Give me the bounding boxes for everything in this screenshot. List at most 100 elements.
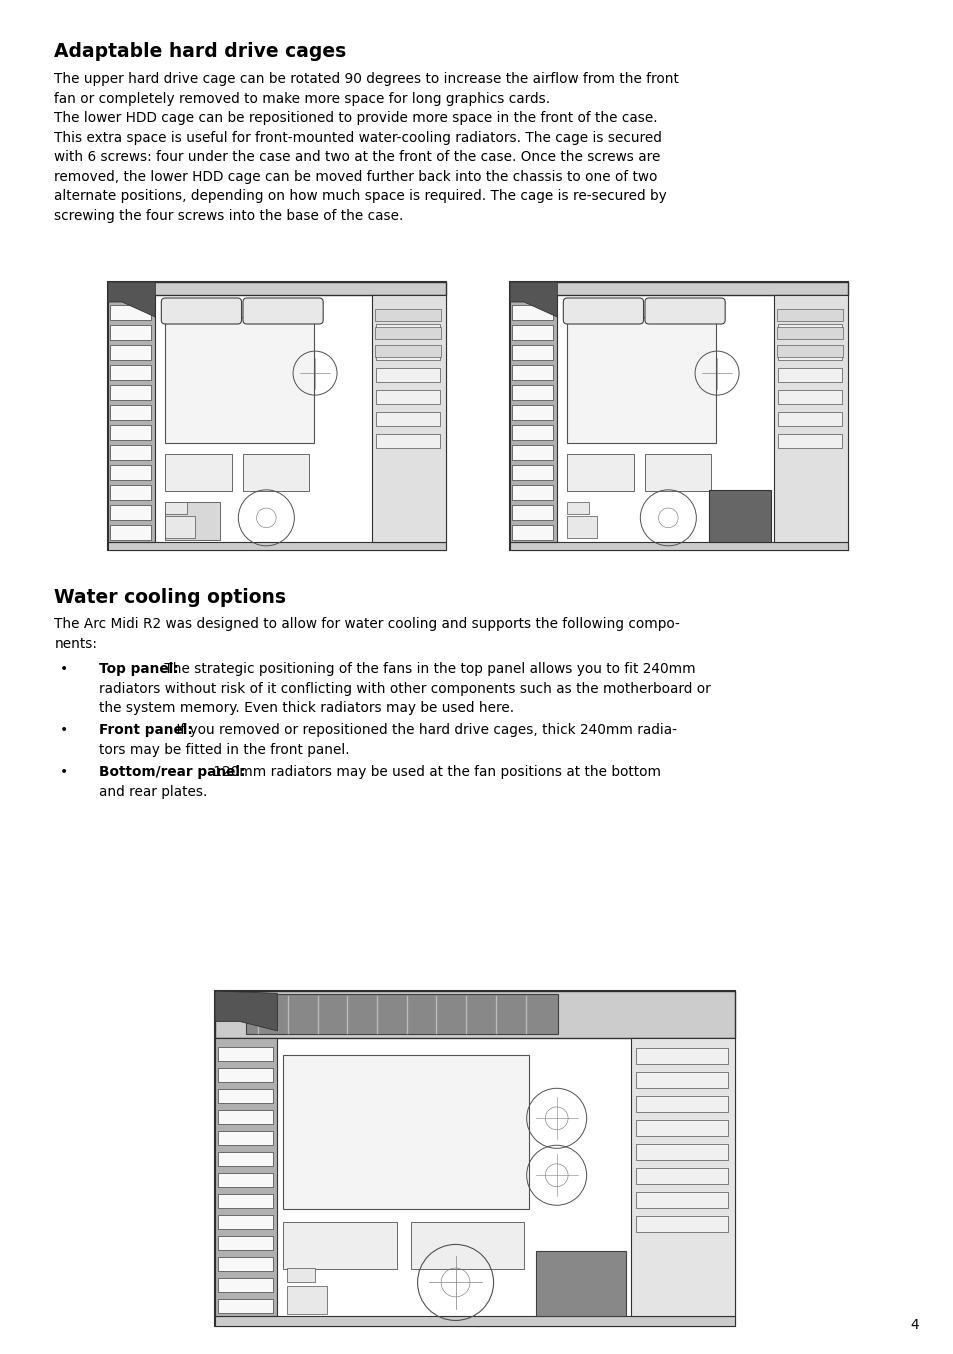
Text: Adaptable hard drive cages: Adaptable hard drive cages xyxy=(54,42,346,61)
Text: tors may be fitted in the front panel.: tors may be fitted in the front panel. xyxy=(99,743,350,757)
Polygon shape xyxy=(214,991,277,1030)
Bar xyxy=(567,502,589,515)
FancyBboxPatch shape xyxy=(644,298,724,324)
Bar xyxy=(218,1215,274,1229)
Bar xyxy=(512,345,553,360)
Bar xyxy=(512,485,553,500)
Bar xyxy=(110,485,152,500)
Text: 120mm radiators may be used at the fan positions at the bottom: 120mm radiators may be used at the fan p… xyxy=(209,765,660,780)
Bar xyxy=(776,328,842,338)
Text: radiators without risk of it conflicting with other components such as the mothe: radiators without risk of it conflicting… xyxy=(99,681,710,696)
Bar xyxy=(708,490,770,542)
Text: ❅: ❅ xyxy=(460,1298,493,1336)
Text: The strategic positioning of the fans in the top panel allows you to fit 240mm: The strategic positioning of the fans in… xyxy=(160,662,695,676)
Bar xyxy=(287,1267,315,1282)
Bar xyxy=(214,991,734,1326)
Text: removed, the lower HDD cage can be moved further back into the chassis to one of: removed, the lower HDD cage can be moved… xyxy=(54,169,657,184)
Bar xyxy=(108,282,446,550)
Bar xyxy=(218,1257,274,1271)
Bar xyxy=(777,435,841,448)
Bar xyxy=(110,405,152,420)
Bar xyxy=(510,282,847,295)
Text: •: • xyxy=(59,765,68,780)
Bar xyxy=(777,368,841,382)
Bar xyxy=(375,328,440,338)
Bar xyxy=(375,309,440,321)
Bar xyxy=(375,435,439,448)
Bar xyxy=(777,390,841,403)
Bar xyxy=(512,385,553,399)
Text: Top panel:: Top panel: xyxy=(99,662,179,676)
Bar xyxy=(636,1144,727,1160)
Bar xyxy=(512,366,553,380)
FancyBboxPatch shape xyxy=(243,298,323,324)
Bar xyxy=(636,1097,727,1112)
Bar xyxy=(214,1039,277,1316)
Bar xyxy=(512,325,553,340)
Bar xyxy=(110,385,152,399)
Bar xyxy=(283,1223,396,1269)
Bar xyxy=(165,516,195,538)
Bar xyxy=(375,347,439,360)
Bar xyxy=(246,994,558,1034)
Bar xyxy=(776,345,842,357)
Text: screwing the four screws into the base of the case.: screwing the four screws into the base o… xyxy=(54,209,403,222)
Bar xyxy=(636,1072,727,1089)
Bar xyxy=(165,502,220,540)
Bar xyxy=(512,445,553,460)
Bar xyxy=(777,347,841,360)
Bar xyxy=(218,1236,274,1250)
Text: and rear plates.: and rear plates. xyxy=(99,785,208,799)
Bar xyxy=(510,295,557,542)
Bar xyxy=(773,295,847,542)
Bar xyxy=(375,412,439,427)
Text: alternate positions, depending on how much space is required. The cage is re-sec: alternate positions, depending on how mu… xyxy=(54,190,666,203)
Bar xyxy=(630,1039,734,1316)
Bar xyxy=(165,317,314,443)
Bar xyxy=(512,525,553,540)
Bar xyxy=(218,1089,274,1104)
Bar xyxy=(510,542,847,550)
Bar xyxy=(636,1216,727,1232)
Bar xyxy=(512,425,553,440)
Bar xyxy=(218,1194,274,1208)
Bar xyxy=(283,1055,529,1209)
Bar xyxy=(110,325,152,340)
Text: The Arc Midi R2 was designed to allow for water cooling and supports the followi: The Arc Midi R2 was designed to allow fo… xyxy=(54,617,679,631)
Bar xyxy=(536,1251,625,1316)
Bar xyxy=(411,1223,524,1269)
Bar xyxy=(218,1068,274,1082)
Bar xyxy=(110,425,152,440)
Bar xyxy=(375,368,439,382)
FancyBboxPatch shape xyxy=(562,298,643,324)
Bar xyxy=(218,1298,274,1313)
Bar xyxy=(165,454,232,492)
Bar xyxy=(776,309,842,321)
Bar xyxy=(110,525,152,540)
Bar xyxy=(636,1169,727,1185)
Bar xyxy=(375,345,440,357)
Bar xyxy=(110,366,152,380)
Bar xyxy=(375,324,439,338)
Bar xyxy=(777,324,841,338)
Text: •: • xyxy=(59,723,68,738)
Bar xyxy=(218,1152,274,1166)
Text: Front panel:: Front panel: xyxy=(99,723,193,738)
Text: Bottom/rear panel:: Bottom/rear panel: xyxy=(99,765,246,780)
Bar xyxy=(372,295,446,542)
Bar xyxy=(110,305,152,320)
Bar xyxy=(512,464,553,481)
Bar xyxy=(108,282,446,295)
Polygon shape xyxy=(108,282,155,317)
Bar xyxy=(375,390,439,403)
Bar xyxy=(218,1047,274,1062)
Text: This extra space is useful for front-mounted water-cooling radiators. The cage i: This extra space is useful for front-mou… xyxy=(54,130,661,145)
Text: If you removed or repositioned the hard drive cages, thick 240mm radia-: If you removed or repositioned the hard … xyxy=(172,723,677,738)
Bar xyxy=(777,412,841,427)
Text: •: • xyxy=(59,662,68,676)
Bar xyxy=(636,1193,727,1208)
Bar xyxy=(110,345,152,360)
Bar xyxy=(218,1173,274,1187)
Text: 4: 4 xyxy=(909,1317,918,1332)
Bar xyxy=(110,445,152,460)
